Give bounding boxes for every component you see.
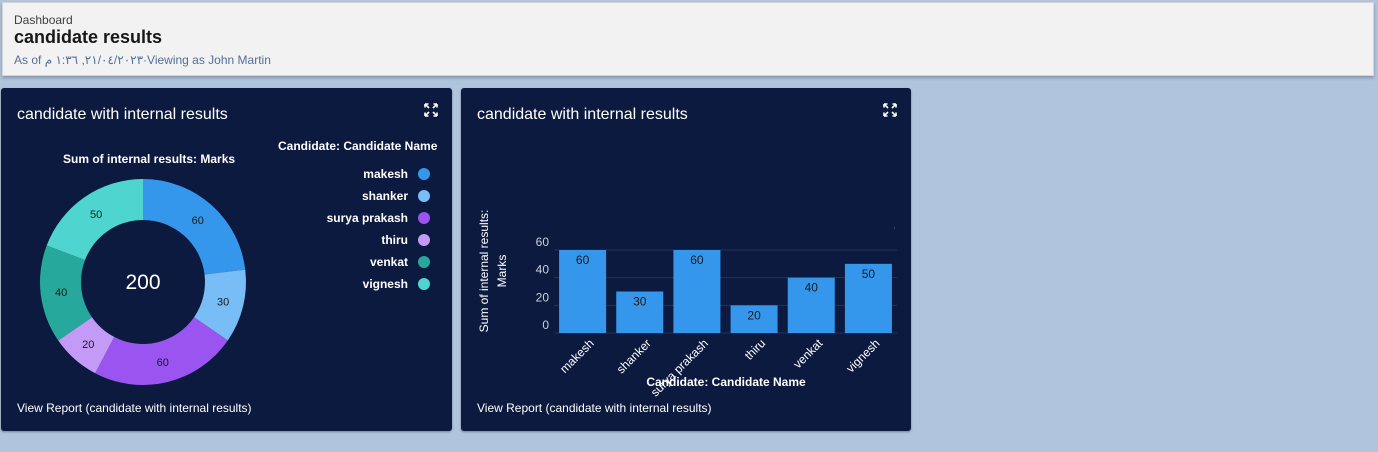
legend-color-dot	[418, 278, 430, 290]
donut-slice-shanker[interactable]	[194, 269, 246, 341]
donut-slice-label: 40	[55, 287, 67, 299]
donut-slice-label: 20	[82, 339, 94, 351]
donut-slice-label: 60	[192, 215, 204, 227]
view-report-link[interactable]: View Report (candidate with internal res…	[17, 401, 252, 415]
legend-title: Candidate: Candidate Name	[278, 139, 438, 153]
legend-color-dot	[418, 256, 430, 268]
y-tick-label: 60	[536, 235, 550, 249]
x-axis-title: Candidate: Candidate Name	[646, 375, 806, 389]
x-tick-label: makesh	[557, 336, 597, 376]
bar-value-label: 60	[576, 253, 590, 267]
breadcrumb[interactable]: Dashboard	[14, 13, 73, 27]
bar-value-label: 50	[862, 267, 876, 281]
donut-slice-surya-prakash[interactable]	[95, 317, 228, 385]
x-tick-label: thiru	[742, 336, 768, 362]
card-title: candidate with internal results	[477, 106, 688, 123]
donut-slice-vignesh[interactable]	[46, 179, 143, 261]
bar-venkat[interactable]	[787, 277, 835, 333]
donut-slice-venkat[interactable]	[40, 245, 92, 341]
bar-makesh[interactable]	[559, 250, 607, 333]
legend-item-thiru[interactable]: thiru	[327, 229, 430, 251]
legend-color-dot	[418, 190, 430, 202]
legend-item-label: surya prakash	[326, 211, 408, 225]
donut-slice-makesh[interactable]	[143, 179, 246, 275]
donut-slice-label: 50	[90, 209, 102, 221]
view-report-link[interactable]: View Report (candidate with internal res…	[477, 401, 712, 415]
legend-color-dot	[418, 212, 430, 224]
legend-item-shanker[interactable]: shanker	[327, 185, 430, 207]
donut-chart-title: Sum of internal results: Marks	[63, 152, 236, 166]
legend-color-dot	[418, 168, 430, 180]
legend-item-label: makesh	[363, 167, 408, 181]
bar-chart-card: candidate with internal results 0 20 40 60 6…	[461, 88, 911, 431]
bar-value-label: 60	[690, 253, 704, 267]
card-title: candidate with internal results	[17, 106, 228, 123]
bar-surya-prakash[interactable]	[673, 250, 721, 333]
bar-value-label: 40	[805, 281, 819, 295]
legend: makesh shanker surya prakash thiru venkat vig…	[327, 163, 430, 295]
bar-shanker[interactable]	[616, 291, 664, 334]
bar-value-label: 30	[633, 295, 647, 309]
x-tick-label: vignesh	[843, 336, 882, 375]
y-tick-label: 0	[542, 318, 549, 332]
legend-item-makesh[interactable]: makesh	[327, 163, 430, 185]
page-subtitle: As of ٢١/٠٤/٢٠٢٣, ١:٣٦ م·Viewing as John…	[14, 53, 271, 67]
donut-slice-label: 30	[217, 297, 229, 309]
legend-item-label: vignesh	[362, 277, 408, 291]
page-title: candidate results	[14, 27, 163, 47]
legend-item-label: thiru	[381, 233, 408, 247]
x-tick-label: venkat	[790, 336, 825, 371]
legend-item-surya-prakash[interactable]: surya prakash	[327, 207, 430, 229]
bar-thiru[interactable]	[730, 305, 778, 333]
legend-item-label: venkat	[369, 255, 408, 269]
dashboard-header: Dashboard candidate results As of ٢١/٠٤/…	[2, 2, 1374, 76]
legend-item-vignesh[interactable]: vignesh	[327, 273, 430, 295]
donut-chart: 60 30 60 20 40 50 200	[40, 179, 246, 385]
y-tick-label: 40	[536, 263, 550, 277]
donut-total-value: 200	[125, 271, 160, 294]
y-axis-title: Sum of internal results: Marks	[477, 210, 509, 333]
expand-icon[interactable]	[883, 103, 897, 117]
donut-slice-thiru[interactable]	[58, 317, 115, 374]
legend-color-dot	[418, 234, 430, 246]
x-tick-label: shanker	[614, 336, 654, 376]
donut-slice-label: 60	[157, 357, 169, 369]
donut-chart-card: candidate with internal results Sum of i…	[1, 88, 452, 431]
legend-item-venkat[interactable]: venkat	[327, 251, 430, 273]
legend-item-label: shanker	[361, 189, 408, 203]
expand-icon[interactable]	[424, 103, 438, 117]
bar-value-label: 20	[747, 308, 761, 322]
bar-vignesh[interactable]	[844, 263, 892, 333]
y-tick-label: 20	[536, 290, 550, 304]
